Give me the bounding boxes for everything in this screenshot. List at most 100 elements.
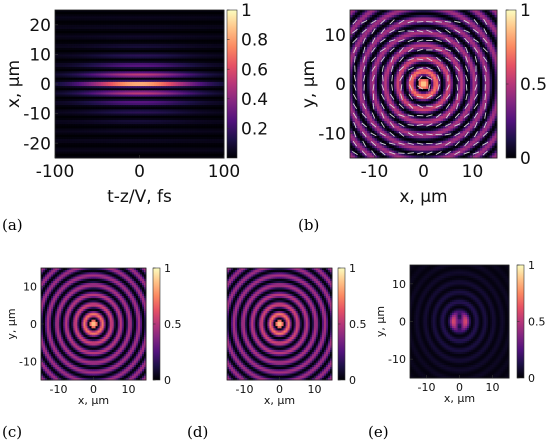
heat-cell <box>178 132 182 136</box>
heat-cell <box>158 22 162 26</box>
heat-cell <box>153 115 157 119</box>
heat-cell <box>141 10 145 13</box>
heat-cell <box>199 92 203 96</box>
heat-cell <box>122 124 126 127</box>
heat-cell <box>216 81 220 85</box>
heat-cell <box>199 136 203 140</box>
heat-cell <box>122 132 126 136</box>
heat-cell <box>182 24 186 28</box>
heat-cell <box>67 143 70 146</box>
heat-cell <box>69 136 73 140</box>
heat-cell <box>151 88 155 91</box>
heat-cell <box>103 96 107 100</box>
heat-cell <box>202 84 206 87</box>
heat-cell <box>141 84 145 87</box>
heat-cell <box>207 155 211 159</box>
heat-cell <box>57 45 61 49</box>
heat-cell <box>91 48 95 51</box>
heat-cell <box>455 10 459 13</box>
heat-cell <box>132 155 136 159</box>
heat-cell <box>149 52 153 55</box>
heat-cell <box>216 128 220 132</box>
heat-cell <box>62 151 66 155</box>
heat-cell <box>83 29 87 32</box>
heat-cell <box>216 12 220 15</box>
heat-cell <box>195 109 198 112</box>
heat-cell <box>122 130 126 134</box>
heat-cell <box>156 69 160 72</box>
heat-cell <box>57 24 61 28</box>
heat-cell <box>443 10 447 13</box>
heat-cell <box>86 145 90 148</box>
heat-cell <box>141 24 145 28</box>
heat-cell <box>134 122 138 125</box>
heat-cell <box>81 134 85 138</box>
heat-cell <box>132 122 136 125</box>
heat-cell <box>120 35 124 38</box>
heat-cell <box>57 48 61 51</box>
heat-cell <box>69 67 73 70</box>
heat-cell <box>216 94 220 98</box>
heat-cell <box>170 113 174 117</box>
heat-cell <box>173 117 177 121</box>
heat-cell <box>178 22 182 26</box>
heat-cell <box>158 31 162 34</box>
heat-cell <box>163 119 167 123</box>
heat-cell <box>132 86 136 89</box>
heat-cell <box>110 136 114 140</box>
heat-cell <box>83 73 87 77</box>
heat-cell <box>166 117 169 121</box>
heat-cell <box>67 124 70 127</box>
heat-cell <box>211 122 215 125</box>
heat-cell <box>105 153 109 157</box>
heat-cell <box>76 147 80 151</box>
heat-cell <box>120 84 124 87</box>
heat-cell <box>219 86 223 89</box>
heat-cell <box>211 147 215 151</box>
heat-cell <box>59 64 63 68</box>
heat-cell <box>216 22 220 26</box>
heat-cell <box>199 35 203 38</box>
heat-cell <box>219 35 223 38</box>
heat-cell <box>144 41 148 45</box>
heat-cell <box>173 151 177 155</box>
heat-cell <box>195 141 198 144</box>
heat-cell <box>76 58 80 62</box>
heat-cell <box>219 155 223 159</box>
heat-cell <box>59 124 63 127</box>
heat-cell <box>108 45 112 49</box>
heat-cell <box>76 92 80 96</box>
heat-cell <box>214 29 218 32</box>
heat-cell <box>192 50 196 53</box>
heat-cell <box>57 41 61 45</box>
heat-cell <box>100 107 104 110</box>
heat-cell <box>79 105 83 108</box>
heat-cell <box>67 33 70 36</box>
heat-cell <box>214 31 218 34</box>
heat-cell <box>170 109 174 112</box>
heat-cell <box>187 29 191 32</box>
heat-cell <box>76 94 80 98</box>
heat-cell <box>79 113 83 117</box>
heat-cell <box>146 119 150 123</box>
heat-cell <box>117 58 121 62</box>
heat-cell <box>178 45 182 49</box>
heat-cell <box>67 41 70 45</box>
heat-cell <box>86 33 90 36</box>
heat-cell <box>173 84 177 87</box>
heat-cell <box>219 105 223 108</box>
heat-cell <box>170 50 174 53</box>
heat-cell <box>141 115 145 119</box>
heat-cell <box>88 45 92 49</box>
heat-cell <box>182 73 186 77</box>
heat-cell <box>185 54 189 58</box>
heat-cell <box>88 122 92 125</box>
heat-cell <box>182 69 186 72</box>
heat-cell <box>88 105 92 108</box>
heat-cell <box>153 111 157 115</box>
heat-cell <box>132 103 136 106</box>
heat-cell <box>216 143 220 146</box>
heat-cell <box>132 39 136 43</box>
heat-cell <box>202 149 206 153</box>
heat-cell <box>108 41 112 45</box>
